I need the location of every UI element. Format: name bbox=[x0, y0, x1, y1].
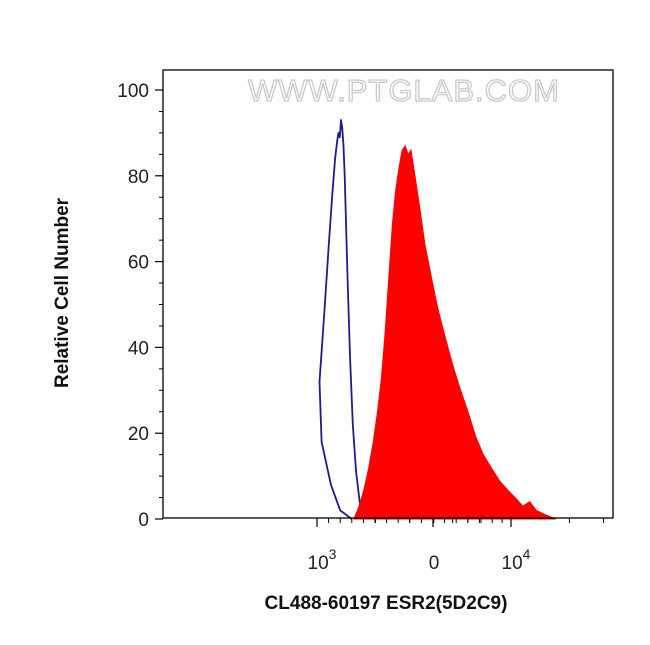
y-tick-label-80: 80 bbox=[128, 167, 149, 188]
plot-frame bbox=[162, 69, 614, 519]
y-axis: 0 20 40 60 80 100 bbox=[117, 81, 163, 531]
series-layer bbox=[318, 119, 556, 520]
y-axis-title: Relative Cell Number bbox=[52, 197, 73, 388]
y-tick-label-60: 60 bbox=[128, 253, 149, 274]
y-tick-label-0: 0 bbox=[138, 510, 149, 531]
y-tick-label-100: 100 bbox=[117, 81, 149, 102]
y-tick-label-20: 20 bbox=[128, 424, 149, 445]
x-tick-label-1000: 103 bbox=[308, 546, 337, 574]
series-1-outline-histogram bbox=[318, 119, 370, 520]
watermark-text: WWW.PTGLAB.COM bbox=[248, 73, 560, 108]
x-axis-title: CL488-60197 ESR2(5D2C9) bbox=[265, 593, 508, 614]
x-tick-label-0: 0 bbox=[429, 553, 440, 574]
series-2-filled-histogram bbox=[353, 144, 556, 520]
x-axis: 0 103 104 bbox=[308, 518, 605, 574]
x-tick-label-10000: 104 bbox=[502, 546, 531, 574]
y-tick-label-40: 40 bbox=[128, 338, 149, 359]
